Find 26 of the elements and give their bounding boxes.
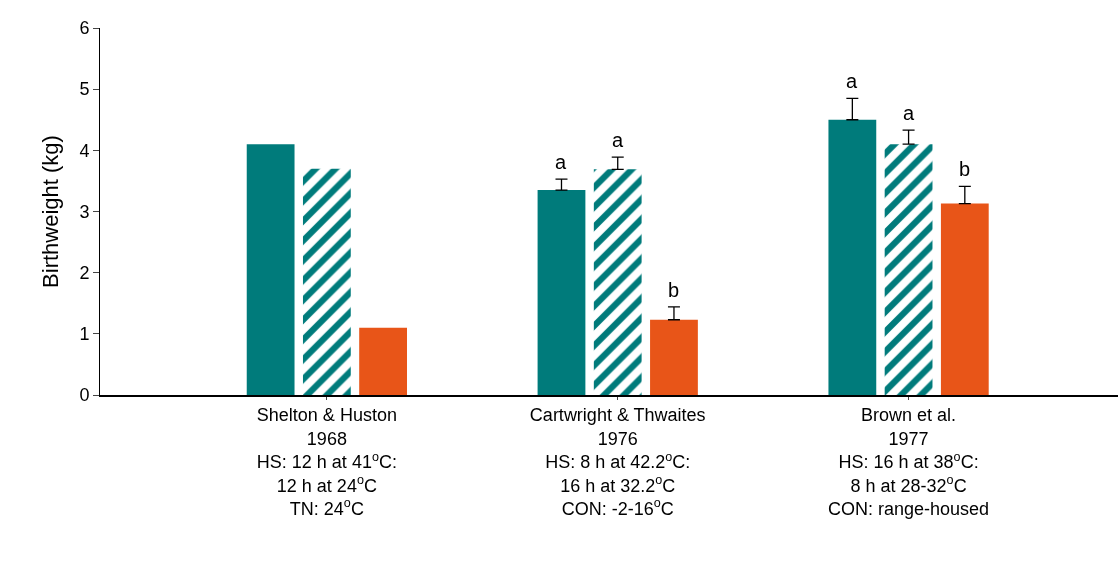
- y-tick-label: 3: [79, 201, 90, 222]
- bar: [359, 327, 407, 395]
- data-label: a: [612, 129, 624, 151]
- bar: [828, 119, 877, 395]
- data-label: a: [903, 102, 915, 124]
- data-label: a: [846, 70, 858, 92]
- bar: [302, 168, 351, 395]
- data-label: b: [959, 158, 971, 180]
- bar: [650, 319, 698, 395]
- category-label: Shelton & Huston 1968 HS: 12 h at 41$^{o}$C: 12 h at 24$^{o}$C TN: 24$^{o}$C: [256, 405, 397, 519]
- y-axis-title: Birthweight (kg): [38, 135, 64, 288]
- data-label: a: [555, 151, 567, 173]
- y-tick-label: 6: [79, 18, 90, 39]
- y-tick-label: 1: [79, 324, 90, 345]
- category-label: Brown et al. 1977 HS: 16 h at 38$^{o}$C: 8 h at 28-32$^{o}$C CON: range-housed: [828, 405, 990, 519]
- bar: [593, 169, 642, 395]
- y-tick-label: 2: [79, 262, 90, 283]
- data-label: b: [668, 279, 680, 301]
- y-tick-label: 5: [79, 79, 90, 100]
- bar: [884, 144, 933, 395]
- bar: [940, 203, 989, 395]
- bar: [537, 190, 586, 395]
- category-label: Cartwright & Thwaites 1976 HS: 8 h at 42.2$^{o}$C: 16 h at 32.2$^{o}$C CON: -2-16$^{o}$C: [529, 405, 706, 519]
- y-tick-label: 0: [79, 385, 90, 406]
- bar: [246, 144, 295, 395]
- y-tick-label: 4: [79, 140, 90, 161]
